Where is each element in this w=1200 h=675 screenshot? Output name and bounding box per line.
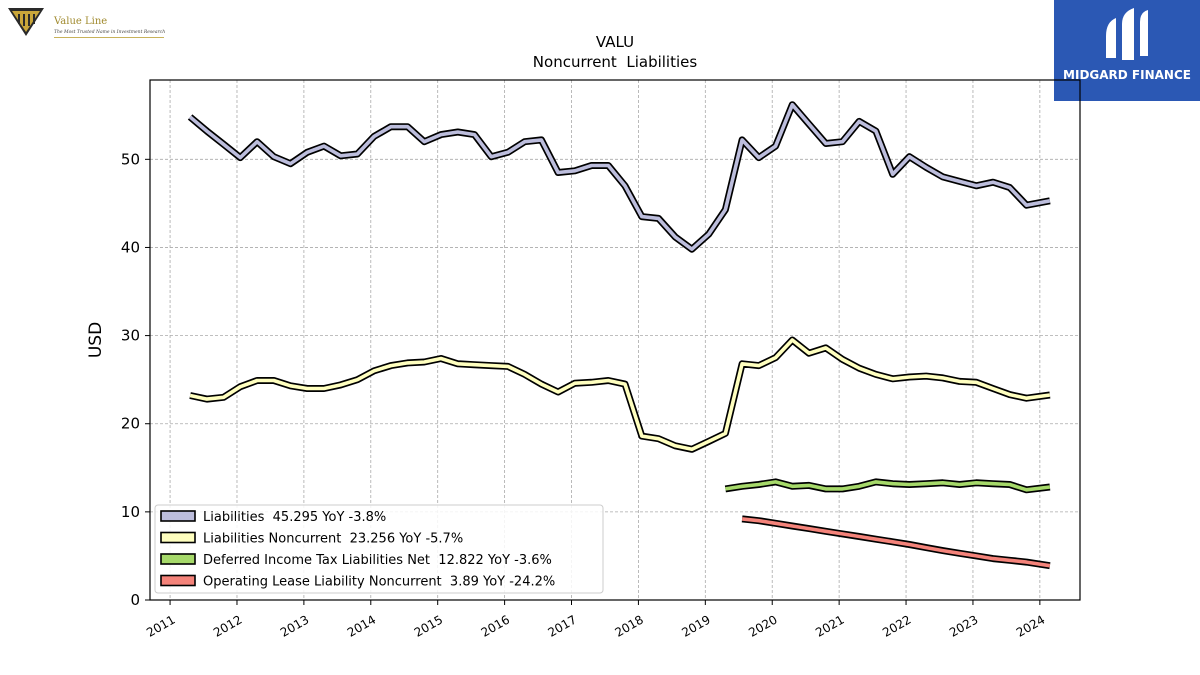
x-tick-label: 2016 <box>479 612 512 639</box>
chart-title: VALU <box>596 33 634 51</box>
legend-label: Deferred Income Tax Liabilities Net 12.8… <box>203 553 552 568</box>
midgard-finance-name: MIDGARD FINANCE <box>1063 68 1191 82</box>
x-tick-label: 2017 <box>546 612 579 639</box>
x-tick-label: 2011 <box>144 612 177 639</box>
series-line-1 <box>189 336 1051 453</box>
legend-label: Liabilities Noncurrent 23.256 YoY -5.7% <box>203 532 463 547</box>
x-tick-label: 2013 <box>278 612 311 639</box>
series-line-3 <box>741 515 1051 570</box>
x-tick-label: 2022 <box>880 612 913 639</box>
y-axis-label: USD <box>86 322 106 358</box>
x-tick-label: 2015 <box>412 612 445 639</box>
legend-label: Liabilities 45.295 YoY -3.8% <box>203 510 386 525</box>
series-line-2 <box>724 478 1051 494</box>
legend: Liabilities 45.295 YoY -3.8% Liabilities … <box>154 504 604 594</box>
valueline-rule <box>54 37 164 38</box>
plot-frame <box>149 79 1081 601</box>
series-core <box>741 517 1051 568</box>
series-core <box>725 480 1051 492</box>
legend-swatch <box>160 531 196 544</box>
chart-subtitle: Noncurrent Liabilities <box>533 53 698 71</box>
midgard-emblem-icon <box>1106 8 1148 60</box>
valueline-emblem-icon <box>8 8 44 36</box>
x-tick-label: 2014 <box>345 612 378 639</box>
series-outline <box>189 336 1051 453</box>
x-tick-label: 2018 <box>612 612 645 639</box>
series-core <box>189 338 1051 452</box>
y-tick-label: 40 <box>121 238 140 256</box>
x-tick-label: 2019 <box>679 612 712 639</box>
legend-label: Operating Lease Liability Noncurrent 3.8… <box>203 575 555 590</box>
series-line-0 <box>187 101 1051 253</box>
y-tick-label: 30 <box>121 327 140 345</box>
legend-swatch <box>160 510 196 522</box>
series-lines <box>187 101 1051 570</box>
valueline-logo: Value Line The Most Trusted Name in Inve… <box>6 6 166 42</box>
y-tick-label: 10 <box>121 503 140 521</box>
legend-swatch <box>160 574 196 587</box>
series-core <box>188 102 1051 251</box>
legend-box <box>154 504 604 594</box>
valueline-tagline: The Most Trusted Name in Investment Rese… <box>54 30 166 35</box>
y-tick-label: 0 <box>130 591 140 609</box>
y-tick-label: 20 <box>121 415 140 433</box>
x-tick-label: 2023 <box>947 612 980 639</box>
legend-swatch <box>160 553 196 565</box>
x-tick-label: 2021 <box>813 612 846 639</box>
x-tick-label: 2012 <box>211 612 244 639</box>
x-tick-label: 2020 <box>746 612 779 639</box>
y-tick-label: 50 <box>121 150 140 168</box>
x-tick-label: 2024 <box>1014 612 1047 639</box>
valueline-name: Value Line <box>54 16 108 27</box>
midgard-finance-logo: MIDGARD FINANCE <box>1054 0 1200 101</box>
